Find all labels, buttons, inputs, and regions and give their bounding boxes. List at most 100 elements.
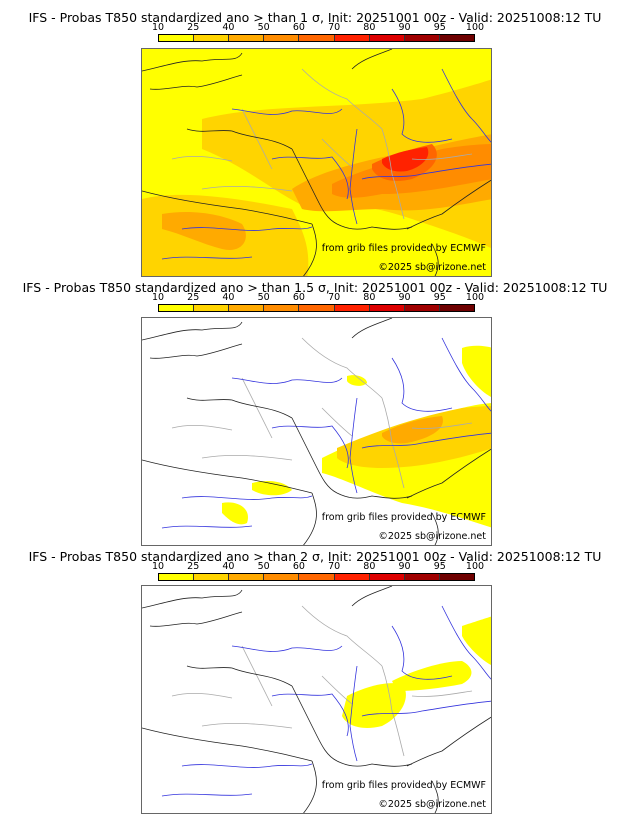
admin-border [201,454,293,461]
colorbar-tick-label: 95 [433,22,446,33]
panel-3-map: from grib files provided by ECMWF ©2025 … [141,585,492,814]
colorbar-segment [229,574,265,580]
river [361,432,491,449]
coastline [406,179,491,230]
coastline [406,448,491,499]
panel-1-map: from grib files provided by ECMWF ©2025 … [141,48,492,277]
colorbar-segment [194,35,230,41]
probability-area [392,661,472,691]
coastline [302,223,317,276]
colorbar-segment [159,35,195,41]
coastline [291,148,338,225]
colorbar-tick-label: 80 [363,22,376,33]
coastline [291,417,338,494]
colorbar-segment [194,574,230,580]
admin-border [171,155,233,162]
colorbar-segment [159,574,195,580]
colorbar-tick-label: 50 [257,561,270,572]
colorbar-segment [264,35,300,41]
river [441,605,491,680]
colorbar-segment [439,305,474,311]
colorbar-tick-label: 70 [328,22,341,33]
admin-border [301,605,383,667]
river [161,256,253,260]
colorbar-segment [404,574,440,580]
colorbar-segment [264,574,300,580]
colorbar-tick-label: 10 [151,22,165,33]
probability-area [252,480,292,496]
panel-1-colorbar [158,34,475,42]
colorbar-tick-label: 80 [363,561,376,572]
panel-2-source-credit: from grib files provided by ECMWF [321,512,486,523]
coastline [142,321,243,341]
probability-area [222,502,248,525]
river [231,108,343,115]
panel-1-colorbar-ticks: 10 25 40 50 60 70 80 90 95 100 [152,22,484,33]
panel-2-copyright: ©2025 sb@irizone.net [378,531,486,542]
river [349,397,358,494]
colorbar-tick-label: 90 [398,561,411,572]
river [391,625,453,680]
admin-border [321,138,353,168]
river [349,665,358,762]
probability-area [162,212,246,250]
colorbar-segment [299,35,335,41]
colorbar-tick-label: 40 [222,561,235,572]
coastline [336,760,413,767]
colorbar-segment [439,574,474,580]
coastline [302,492,317,545]
colorbar-tick-label: 25 [187,22,200,33]
panel-1-title: IFS - Probas T850 standardized ano > tha… [28,10,602,25]
river [161,525,253,529]
colorbar-segment [299,574,335,580]
coastline [431,780,439,813]
river [181,226,313,231]
coastline [142,52,243,72]
colorbar-segment [264,305,300,311]
colorbar-tick-label: 60 [292,561,305,572]
coastline [142,459,313,494]
coastline [149,611,243,627]
colorbar-segment [229,305,265,311]
admin-border [381,128,405,220]
coastline [431,512,439,545]
panel-3-colorbar-ticks: 10 25 40 50 60 70 80 90 95 100 [152,561,484,572]
colorbar-tick-label: 40 [222,292,235,303]
coastline [142,190,313,225]
river [231,645,343,652]
coastline [351,49,393,70]
colorbar-tick-label: 95 [433,292,446,303]
panel-2-colorbar [158,304,475,312]
colorbar-segment [369,574,405,580]
colorbar-tick-label: 50 [257,292,270,303]
colorbar-tick-label: 70 [328,292,341,303]
colorbar-tick-label: 25 [187,292,200,303]
probability-area [462,345,491,397]
admin-border [321,407,353,437]
coastline [186,128,293,150]
colorbar-tick-label: 100 [465,292,485,303]
river [271,156,349,200]
probability-area [462,616,491,665]
admin-border [241,377,273,439]
colorbar-tick-label: 70 [328,561,341,572]
probability-area [382,147,429,172]
colorbar-tick-label: 60 [292,292,305,303]
coastline [431,243,439,276]
coastline [336,223,413,230]
river [391,357,453,412]
colorbar-segment [159,305,195,311]
panel-2-map: from grib files provided by ECMWF ©2025 … [141,317,492,546]
colorbar-segment [334,35,370,41]
probability-area [382,416,443,444]
coastline [291,685,338,762]
admin-border [381,397,405,489]
colorbar-tick-label: 90 [398,292,411,303]
colorbar-tick-label: 25 [187,561,200,572]
probability-area [342,683,406,728]
river [271,425,349,469]
river [441,337,491,412]
admin-border [241,645,273,707]
colorbar-segment [369,305,405,311]
colorbar-tick-label: 100 [465,22,485,33]
